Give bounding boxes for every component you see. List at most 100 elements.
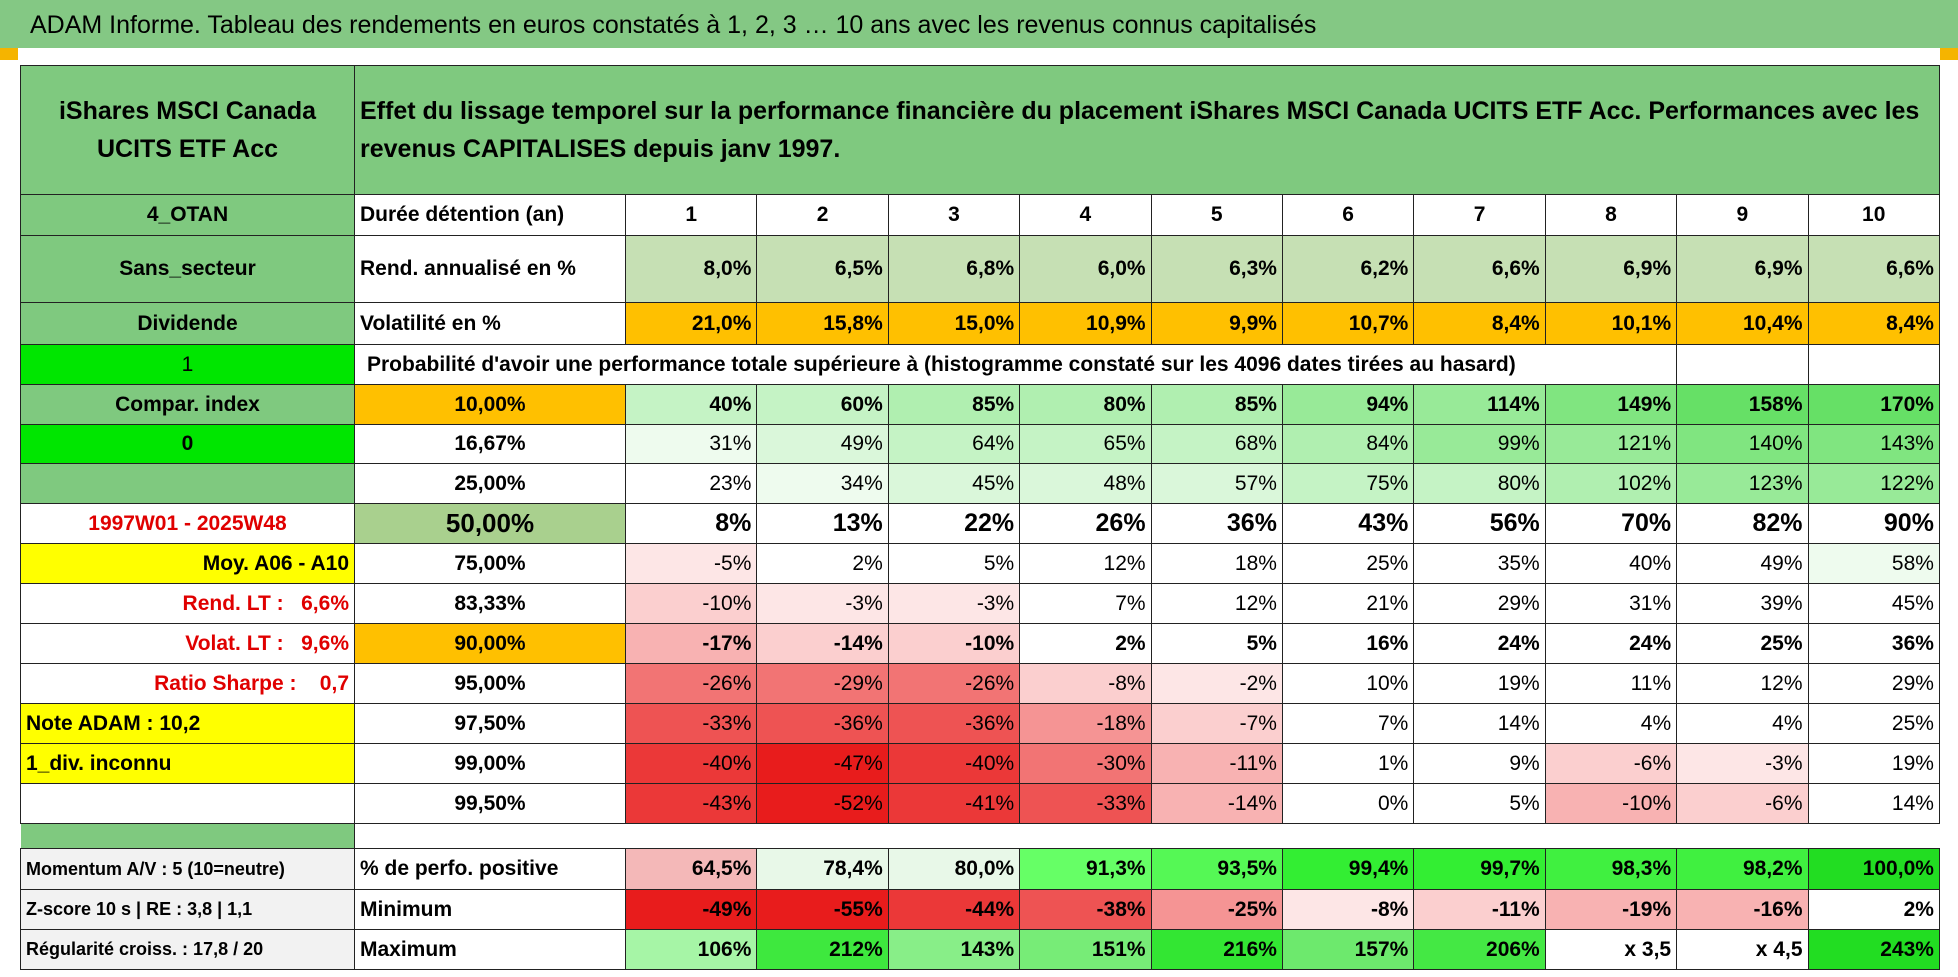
performance-table: iShares MSCI Canada UCITS ETF Acc Effet d… [20, 65, 1940, 970]
value-cell: -17% [624, 623, 758, 664]
value-cell: 6,8% [887, 235, 1021, 303]
value-cell: -40% [624, 743, 758, 784]
value-cell: -33% [624, 703, 758, 744]
row-label: 99,50% [354, 783, 626, 824]
gap-row [20, 823, 1940, 849]
value-cell: 16% [1281, 623, 1415, 664]
value-cell: 6,6% [1807, 235, 1940, 303]
value-cell: 35% [1413, 543, 1546, 584]
value-cell: -36% [887, 703, 1021, 744]
value-cell: x 4,5 [1676, 929, 1809, 970]
value-cell: 7% [1019, 583, 1152, 624]
value-cell: 122% [1807, 463, 1940, 504]
value-cell: -16% [1676, 889, 1809, 930]
value-cell: 13% [756, 503, 889, 544]
value-cell: 6 [1281, 194, 1415, 236]
value-cell: 82% [1676, 503, 1809, 544]
side-label: Ratio Sharpe : 0,7 [20, 663, 355, 704]
value-cell: 4 [1019, 194, 1152, 236]
value-cell: 6,9% [1544, 235, 1678, 303]
value-cell: 57% [1150, 463, 1283, 504]
side-label: Dividende [20, 302, 355, 345]
value-cell: 2% [756, 543, 889, 584]
value-cell: 5% [1150, 623, 1283, 664]
row-label: 97,50% [354, 703, 626, 744]
value-cell: 98,3% [1544, 848, 1678, 890]
value-cell: 8,4% [1413, 302, 1546, 345]
row-label: Rend. annualisé en % [354, 235, 626, 303]
value-cell: 1 [624, 194, 758, 236]
value-cell: 9% [1413, 743, 1546, 784]
header-row: iShares MSCI Canada UCITS ETF Acc Effet d… [20, 65, 1940, 195]
value-cell: 25% [1676, 623, 1809, 664]
value-cell: 25% [1281, 543, 1415, 584]
table-row: Ratio Sharpe : 0,7 95,00% -26% -29% -26% -8% -… [20, 663, 1940, 704]
value-cell: 98,2% [1676, 848, 1809, 890]
value-cell: -38% [1019, 889, 1152, 930]
value-cell: 123% [1676, 463, 1809, 504]
value-cell: 2 [756, 194, 889, 236]
row-label: Durée détention (an) [354, 194, 626, 236]
row-label: 75,00% [354, 543, 626, 584]
side-label: 1 [20, 344, 355, 385]
value-cell: 151% [1019, 929, 1152, 970]
value-cell: 149% [1544, 384, 1678, 425]
value-cell: 10,9% [1019, 302, 1152, 345]
value-cell: -52% [756, 783, 889, 824]
value-cell: 0% [1281, 783, 1415, 824]
table-row: Sans_secteur Rend. annualisé en % 8,0% 6,5%… [20, 235, 1940, 303]
value-cell: 40% [1544, 543, 1678, 584]
value-cell: 6,6% [1413, 235, 1546, 303]
value-cell: 60% [756, 384, 889, 425]
value-cell: 24% [1544, 623, 1678, 664]
value-cell: 7% [1281, 703, 1415, 744]
value-cell: 75% [1281, 463, 1415, 504]
value-cell: 90% [1807, 503, 1940, 544]
value-cell: -8% [1019, 663, 1152, 704]
value-cell: 99,7% [1413, 848, 1546, 890]
value-cell: 21% [1281, 583, 1415, 624]
value-cell: 78,4% [756, 848, 889, 890]
value-cell: -8% [1281, 889, 1415, 930]
empty-cell [1807, 344, 1940, 385]
value-cell: 93,5% [1150, 848, 1283, 890]
value-cell: 23% [624, 463, 758, 504]
value-cell: 216% [1150, 929, 1283, 970]
value-cell: -40% [887, 743, 1021, 784]
value-cell: -3% [887, 583, 1021, 624]
value-cell: 10% [1281, 663, 1415, 704]
value-cell: -18% [1019, 703, 1152, 744]
value-cell: 34% [756, 463, 889, 504]
value-cell: -26% [887, 663, 1021, 704]
value-cell: 43% [1281, 503, 1415, 544]
value-cell: 8% [624, 503, 758, 544]
value-cell: 94% [1281, 384, 1415, 425]
value-cell: 84% [1281, 424, 1415, 464]
side-label: 1_div. inconnu [20, 743, 355, 784]
table-row: Note ADAM : 10,2 97,50% -33% -36% -36% -18% -7… [20, 703, 1940, 744]
value-cell: 40% [624, 384, 758, 425]
table-row: 99,50% -43% -52% -41% -33% -14% 0% 5% -10% -6% 14% [20, 783, 1940, 824]
value-cell: -55% [756, 889, 889, 930]
row-label: 10,00% [354, 384, 626, 425]
value-cell: 12% [1676, 663, 1809, 704]
side-label: Moy. A06 - A10 [20, 543, 355, 584]
row-label: 83,33% [354, 583, 626, 624]
value-cell: 170% [1807, 384, 1940, 425]
value-cell: 12% [1019, 543, 1152, 584]
value-cell: 143% [887, 929, 1021, 970]
value-cell: 24% [1413, 623, 1546, 664]
value-cell: -10% [1544, 783, 1678, 824]
value-cell: 22% [887, 503, 1021, 544]
value-cell: 9,9% [1150, 302, 1283, 345]
value-cell: 1% [1281, 743, 1415, 784]
side-label: Momentum A/V : 5 (10=neutre) [20, 848, 355, 890]
side-label: Compar. index [20, 384, 355, 425]
side-label: Z-score 10 s | RE : 3,8 | 1,1 [20, 889, 355, 930]
row-label: 99,00% [354, 743, 626, 784]
value-cell: 12% [1150, 583, 1283, 624]
side-label: Volat. LT : 9,6% [20, 623, 355, 664]
value-cell: -10% [887, 623, 1021, 664]
value-cell: 10,7% [1281, 302, 1415, 345]
side-label [20, 783, 355, 824]
